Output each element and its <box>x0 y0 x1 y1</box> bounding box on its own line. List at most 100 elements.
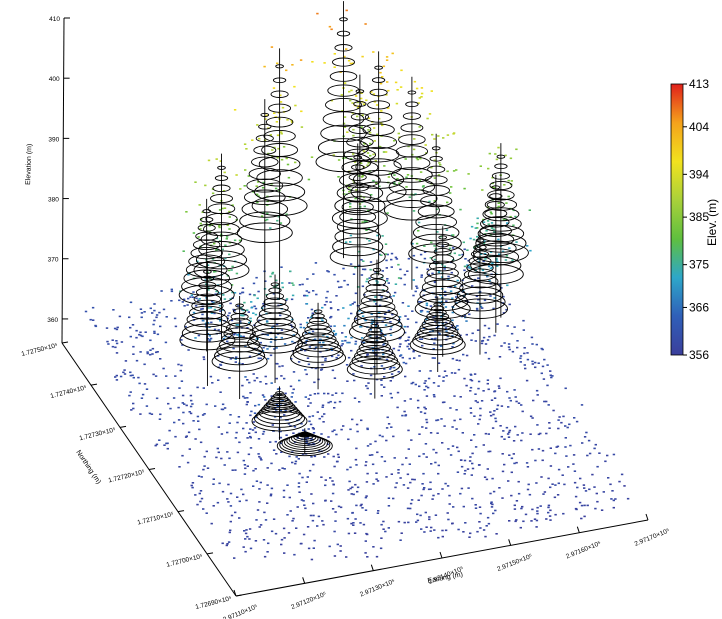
lidar-point <box>340 286 343 288</box>
lidar-point <box>365 99 368 102</box>
lidar-point <box>228 377 231 379</box>
lidar-point <box>410 382 413 385</box>
lidar-point <box>297 458 300 460</box>
lidar-point <box>275 323 279 326</box>
lidar-point <box>367 382 370 384</box>
crown-ring <box>365 283 389 294</box>
lidar-point <box>280 131 283 133</box>
lidar-point <box>242 546 245 548</box>
lidar-point <box>337 456 340 458</box>
lidar-point <box>377 348 380 351</box>
lidar-point <box>266 348 269 350</box>
lidar-point <box>514 425 517 428</box>
lidar-point <box>516 434 519 436</box>
lidar-point <box>363 205 366 208</box>
lidar-point <box>407 343 411 345</box>
lidar-point <box>341 340 344 342</box>
lidar-point <box>417 221 421 224</box>
lidar-point <box>471 462 474 465</box>
lidar-point <box>360 176 364 178</box>
lidar-point <box>211 192 215 195</box>
crown-ring <box>424 175 448 185</box>
lidar-point <box>404 414 407 417</box>
lidar-point <box>366 152 370 154</box>
lidar-point <box>384 243 388 245</box>
lidar-point <box>373 299 376 301</box>
lidar-point <box>346 380 349 382</box>
lidar-point <box>378 304 382 307</box>
lidar-point <box>269 134 272 136</box>
lidar-point <box>510 332 514 335</box>
lidar-point <box>196 415 200 418</box>
lidar-point <box>539 505 542 507</box>
lidar-point <box>305 339 308 342</box>
crown-ring <box>200 216 214 223</box>
lidar-point <box>514 520 517 523</box>
lidar-point <box>531 417 534 419</box>
lidar-point <box>352 153 355 155</box>
lidar-point <box>239 188 242 190</box>
lidar-point <box>417 499 420 501</box>
lidar-point <box>546 384 549 387</box>
lidar-point <box>380 523 383 526</box>
lidar-point <box>210 312 214 314</box>
lidar-point <box>407 257 411 260</box>
lidar-point <box>230 319 234 322</box>
lidar-point <box>436 419 440 421</box>
lidar-point <box>115 340 118 342</box>
lidar-point <box>311 519 315 522</box>
lidar-point <box>376 451 379 454</box>
lidar-point <box>233 239 237 242</box>
lidar-point <box>283 414 286 416</box>
lidar-point <box>132 353 135 355</box>
colorbar-gradient <box>670 83 684 356</box>
lidar-point <box>463 459 467 462</box>
lidar-point <box>119 375 123 378</box>
lidar-point <box>187 273 190 276</box>
lidar-point <box>381 124 384 127</box>
tree-crowns-layer <box>178 1 529 457</box>
lidar-point <box>210 522 213 525</box>
lidar-point <box>354 317 357 320</box>
crown-ring <box>263 297 287 307</box>
lidar-point <box>237 333 241 336</box>
crown-ring <box>388 178 436 196</box>
lidar-point <box>492 512 495 515</box>
lidar-point <box>297 482 301 484</box>
lidar-point <box>178 299 181 302</box>
lidar-point <box>263 555 267 558</box>
lidar-point <box>415 321 418 324</box>
lidar-point <box>386 278 389 280</box>
lidar-point <box>364 496 368 499</box>
crown-ring <box>427 165 446 174</box>
crown-ring <box>415 214 458 230</box>
lidar-point <box>452 506 455 508</box>
lidar-point <box>451 426 454 428</box>
lidar-point <box>475 295 479 297</box>
lidar-point <box>326 290 329 293</box>
lidar-point <box>234 358 237 360</box>
lidar-point <box>148 412 152 415</box>
lidar-point <box>281 399 284 402</box>
lidar-point <box>380 110 383 112</box>
lidar-point <box>246 437 249 439</box>
lidar-point <box>155 314 159 316</box>
lidar-point <box>404 158 407 160</box>
lidar-point <box>429 432 433 434</box>
lidar-point <box>312 502 315 505</box>
crown-ring <box>212 184 231 193</box>
lidar-point <box>115 374 118 377</box>
crown-ring <box>386 189 438 208</box>
lidar-point <box>420 87 424 89</box>
lidar-point <box>282 527 286 530</box>
lidar-point <box>346 283 349 286</box>
lidar-point <box>159 325 162 328</box>
lidar-point <box>255 185 258 187</box>
lidar-point <box>451 297 454 300</box>
lidar-point <box>421 483 424 485</box>
lidar-point <box>329 325 333 328</box>
crown-ring <box>414 298 471 319</box>
lidar-point <box>557 468 561 471</box>
lidar-point <box>397 472 400 474</box>
lidar-point <box>332 455 335 458</box>
